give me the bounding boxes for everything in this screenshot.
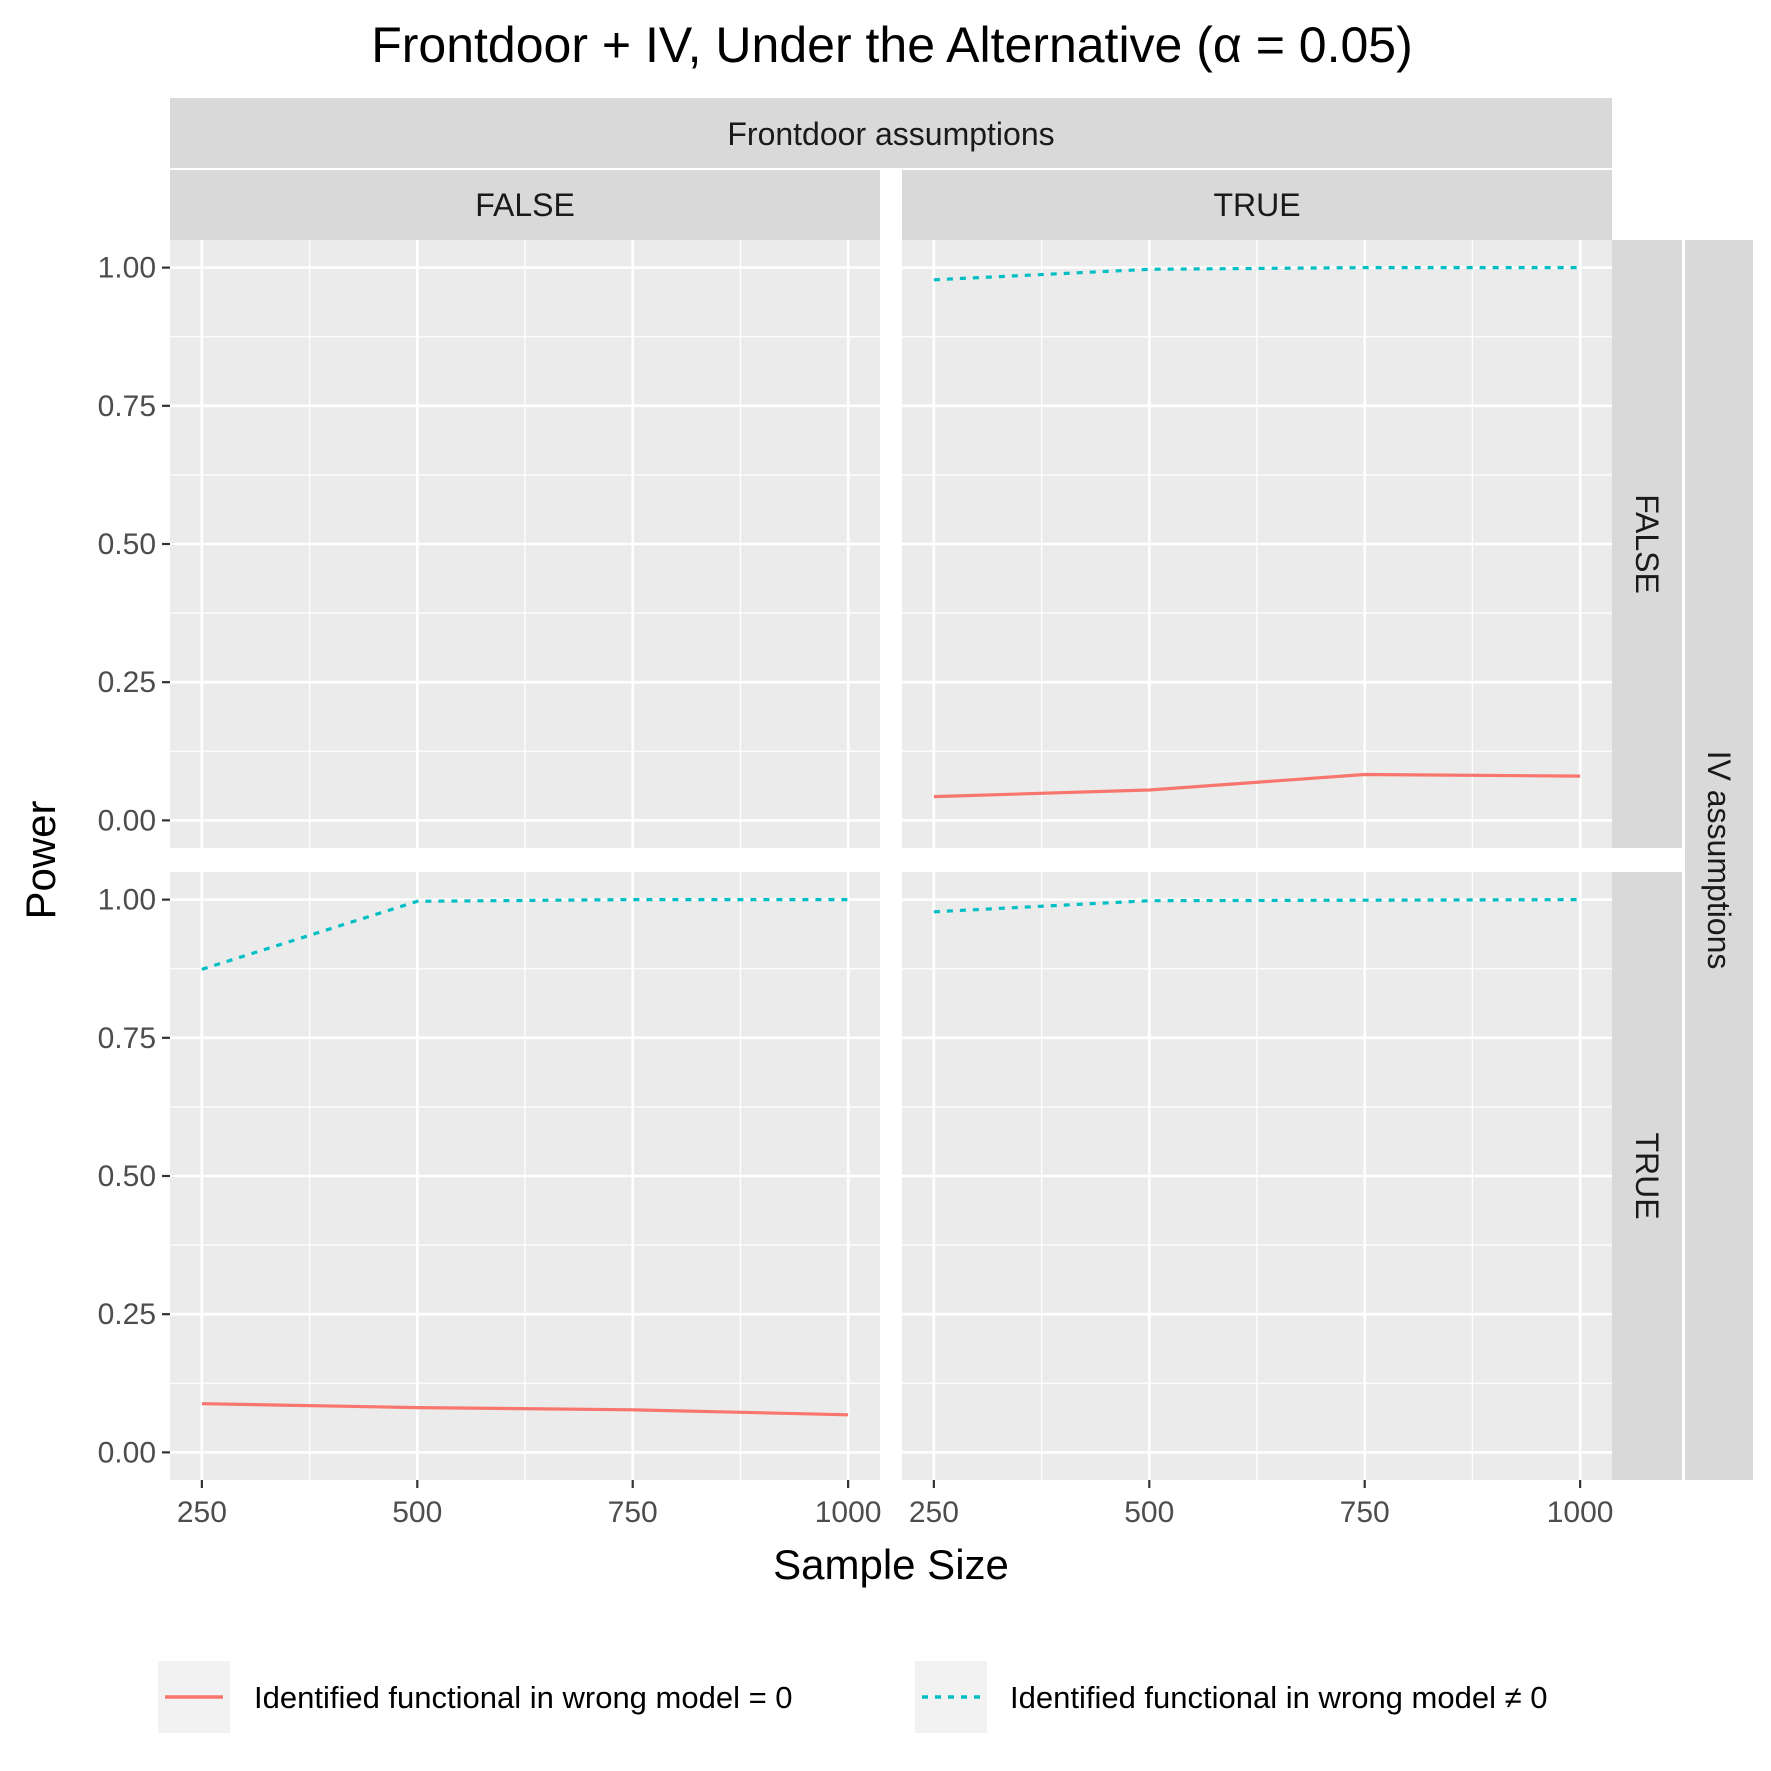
x-tick-label: 250 (909, 1496, 959, 1529)
series-line-zero (201, 1402, 849, 1417)
x-axis-title: Sample Size (773, 1541, 1009, 1588)
facet-row-strip (1612, 872, 1682, 1480)
y-tick-label: 0.75 (98, 390, 156, 423)
facet-row-title-strip (1685, 240, 1753, 1480)
y-axis-title: Power (17, 800, 64, 919)
series-line-nonzero (933, 897, 1581, 914)
y-tick-label: 0.25 (98, 666, 156, 699)
series-line-nonzero (201, 897, 849, 971)
facet-col-strip (902, 170, 1612, 240)
x-tick-label: 250 (177, 1496, 227, 1529)
y-tick-label: 0.00 (98, 804, 156, 837)
chart-title: Frontdoor + IV, Under the Alternative (α… (371, 17, 1413, 73)
facet-col-title: Frontdoor assumptions (727, 116, 1054, 152)
facet-col-title-strip (170, 98, 1612, 168)
series-line-nonzero (933, 266, 1581, 282)
y-tick-label: 0.25 (98, 1298, 156, 1331)
facet-col-strip (170, 170, 880, 240)
y-tick-label: 0.75 (98, 1022, 156, 1055)
facet-col-label: FALSE (475, 187, 575, 223)
facet-row-label: TRUE (1629, 1132, 1665, 1219)
y-tick-label: 0.50 (98, 528, 156, 561)
panel-frontdoor-false-iv-true (170, 872, 880, 1480)
y-tick-label: 0.50 (98, 1160, 156, 1193)
y-tick-label: 1.00 (98, 884, 156, 917)
facet-row-label: FALSE (1629, 494, 1665, 594)
panel-frontdoor-true-iv-true (902, 872, 1612, 1480)
x-tick-label: 1000 (815, 1496, 882, 1529)
facet-col-label: TRUE (1213, 187, 1300, 223)
series-line-zero (933, 772, 1581, 799)
x-tick-label: 500 (392, 1496, 442, 1529)
legend: Identified functional in wrong model = 0… (158, 1661, 1547, 1733)
facet-row-strip (1612, 240, 1682, 848)
panel-frontdoor-true-iv-false (902, 240, 1612, 848)
x-tick-label: 500 (1124, 1496, 1174, 1529)
legend-label-series-zero: Identified functional in wrong model = 0 (254, 1680, 793, 1715)
panel-frontdoor-false-iv-false (170, 240, 880, 848)
y-tick-label: 0.00 (98, 1436, 156, 1469)
x-tick-label: 1000 (1547, 1496, 1614, 1529)
x-tick-label: 750 (608, 1496, 658, 1529)
legend-label-series-nonzero: Identified functional in wrong model ≠ 0 (1010, 1680, 1547, 1715)
facet-row-title: IV assumptions (1701, 751, 1737, 970)
x-tick-label: 750 (1340, 1496, 1390, 1529)
y-tick-label: 1.00 (98, 252, 156, 285)
panels-group: FALSE TRUE FALSE TRUE 0.00 0.25 0.50 0.75 1.00 0.… (98, 170, 1682, 1529)
